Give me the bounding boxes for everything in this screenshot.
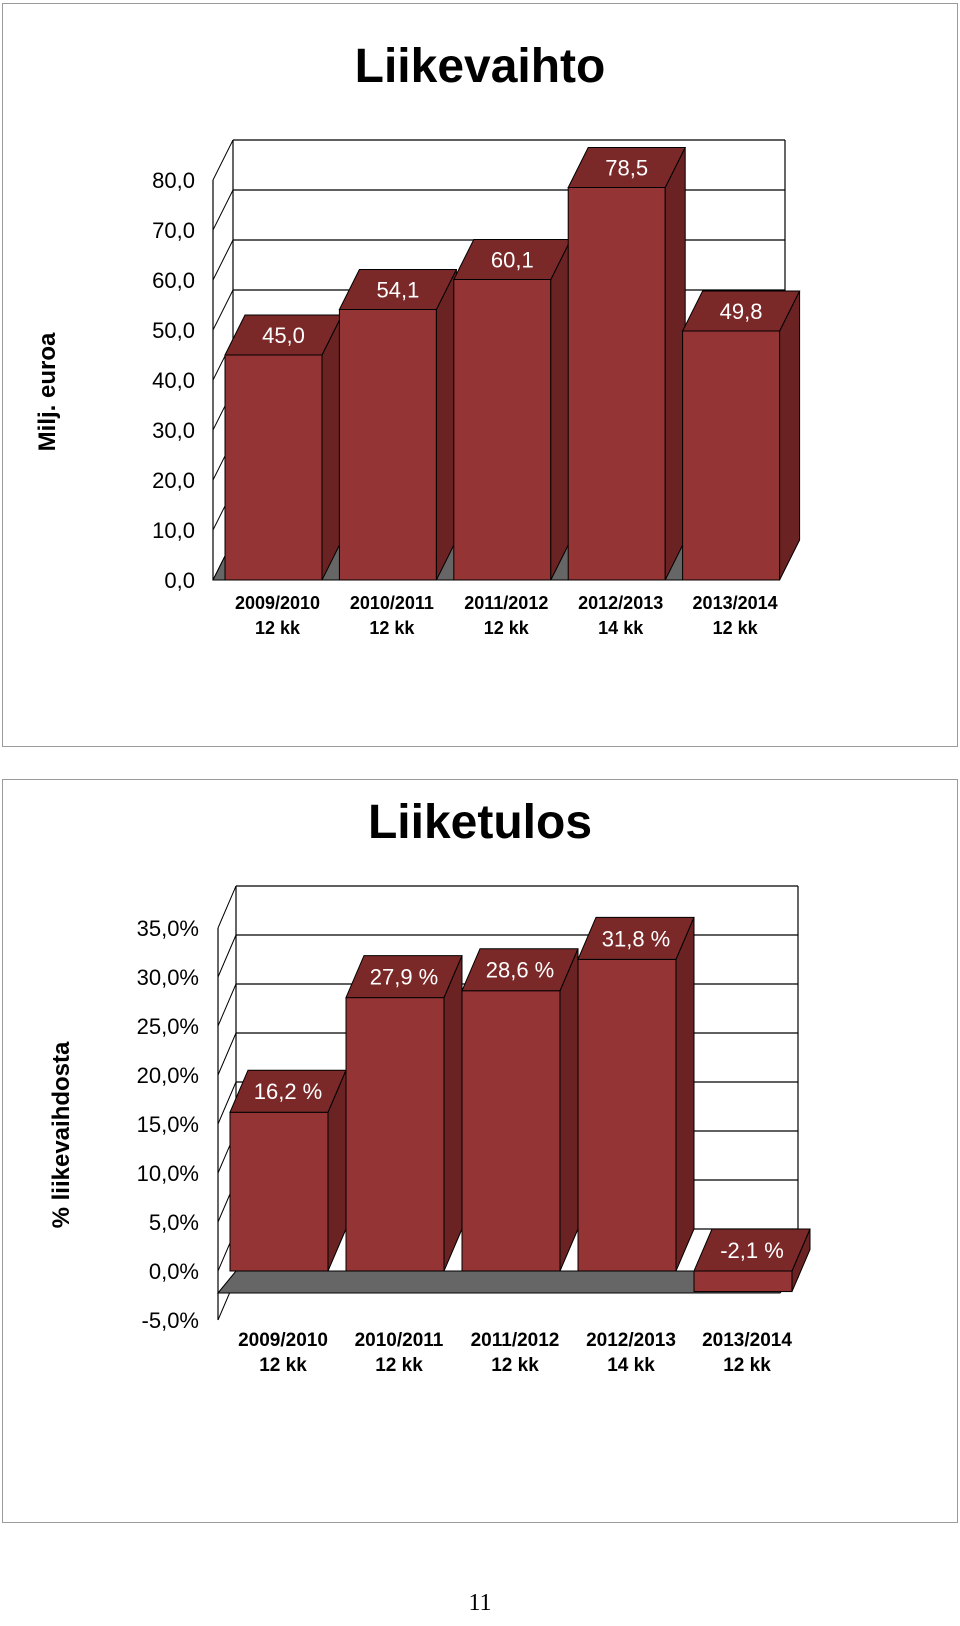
bar-front <box>577 958 677 1272</box>
revenue-chart: Liikevaihto Milj. euroa 0,0 10,0 20,0 30,0 40,… <box>34 40 801 638</box>
y-tick-label: -5,0% <box>142 1308 199 1333</box>
operating-result-chart: Liiketulos % liikevaihdosta -5,0% 0,0% 5,0% 1… <box>48 796 811 1376</box>
bar <box>461 948 579 1272</box>
data-label: 60,1 <box>491 248 534 273</box>
bar-top <box>567 147 687 188</box>
bar-top <box>693 1228 811 1272</box>
bar <box>567 147 687 581</box>
y-axis-label: Milj. euroa <box>34 332 61 451</box>
bar-front <box>567 187 666 581</box>
x-tick-label: 2013/2014 <box>693 593 778 613</box>
x-tick-label: 2010/2011 <box>350 593 434 613</box>
side-gridline <box>217 983 237 1027</box>
y-tick-label: 25,0% <box>137 1014 199 1039</box>
y-tick-label: 40,0 <box>152 368 195 393</box>
y-tick-label: 20,0% <box>137 1063 199 1088</box>
bar-front <box>229 1111 329 1272</box>
bar-front <box>338 309 437 581</box>
x-tick-label: 2012/2013 <box>578 593 663 613</box>
x-tick-label: 2012/2013 <box>586 1330 676 1351</box>
side-gridline <box>217 1081 237 1125</box>
x-tick-label: 2011/2012 <box>464 593 548 613</box>
y-tick-label: 30,0% <box>137 965 199 990</box>
y-tick-label: 50,0 <box>152 318 195 343</box>
bar-front <box>693 1270 793 1293</box>
data-label: 28,6 % <box>486 958 555 983</box>
bar-side <box>559 948 579 1272</box>
bar-front <box>461 990 561 1272</box>
data-label: 78,5 <box>605 156 648 181</box>
bar-side <box>779 290 801 581</box>
side-gridline <box>212 139 234 181</box>
side-gridline <box>212 189 234 231</box>
bar <box>452 239 572 581</box>
side-gridline <box>217 1032 237 1076</box>
y-tick-label: 0,0 <box>164 568 195 593</box>
side-gridline <box>212 239 234 281</box>
x-tick-label: 12 kk <box>723 1355 771 1376</box>
data-label: 16,2 % <box>254 1079 323 1104</box>
bar-front <box>345 997 445 1272</box>
x-tick-label: 12 kk <box>369 618 415 638</box>
x-tick-label: 12 kk <box>375 1355 423 1376</box>
data-label: 49,8 <box>720 299 763 324</box>
x-tick-label: 14 kk <box>607 1355 655 1376</box>
y-tick-label: 30,0 <box>152 418 195 443</box>
data-label: 54,1 <box>376 278 419 303</box>
data-label: 27,9 % <box>370 965 439 990</box>
chart-title: Liikevaihto <box>355 40 606 93</box>
x-tick-label: 12 kk <box>255 618 301 638</box>
bar <box>229 1069 347 1272</box>
y-tick-label: 70,0 <box>152 218 195 243</box>
y-tick-label: 0,0% <box>149 1259 199 1284</box>
bar-top <box>345 955 463 999</box>
side-gridline <box>217 885 237 929</box>
x-tick-label: 14 kk <box>598 618 644 638</box>
bar <box>224 314 343 581</box>
x-tick-label: 12 kk <box>491 1355 539 1376</box>
bar-top <box>681 290 801 332</box>
side-gridline <box>212 289 234 331</box>
operating-result-chart-panel: Liiketulos % liikevaihdosta -5,0% 0,0% 5,0% 1… <box>2 779 958 1523</box>
x-tick-label: 2010/2011 <box>355 1330 444 1351</box>
y-tick-label: 15,0% <box>137 1112 199 1137</box>
revenue-chart-panel: Liikevaihto Milj. euroa 0,0 10,0 20,0 30,0 40,… <box>2 3 958 747</box>
x-tick-label: 2009/2010 <box>235 593 320 613</box>
x-tick-label: 12 kk <box>484 618 530 638</box>
y-tick-label: 10,0 <box>152 518 195 543</box>
bar-side <box>443 955 463 1272</box>
y-tick-label: 20,0 <box>152 468 195 493</box>
bar-front <box>453 279 552 581</box>
bar <box>681 290 801 581</box>
data-label: 45,0 <box>262 323 305 348</box>
bar-front <box>682 330 781 581</box>
bar-front <box>224 354 323 581</box>
bar-top <box>338 269 458 310</box>
y-tick-label: 80,0 <box>152 168 195 193</box>
x-tick-label: 2013/2014 <box>702 1330 792 1351</box>
y-tick-label: 10,0% <box>137 1161 199 1186</box>
page-number: 11 <box>468 1590 492 1616</box>
x-tick-label: 2011/2012 <box>471 1330 560 1351</box>
bar <box>693 1228 811 1293</box>
y-tick-label: 60,0 <box>152 268 195 293</box>
y-tick-label: 5,0% <box>149 1210 199 1235</box>
bar <box>338 269 458 581</box>
bar-top <box>577 916 695 960</box>
bar-top <box>461 948 579 992</box>
bar-side <box>675 917 695 1272</box>
chart-title: Liiketulos <box>368 796 592 849</box>
data-label: 31,8 % <box>602 926 671 951</box>
bar <box>345 955 463 1272</box>
x-tick-label: 12 kk <box>259 1355 307 1376</box>
x-tick-label: 2009/2010 <box>238 1330 328 1351</box>
y-tick-label: 35,0% <box>137 916 199 941</box>
side-gridline <box>217 934 237 978</box>
y-axis-label: % liikevaihdosta <box>48 1041 75 1228</box>
x-tick-label: 12 kk <box>713 618 759 638</box>
bar <box>577 916 695 1272</box>
data-label: -2,1 % <box>720 1238 784 1263</box>
